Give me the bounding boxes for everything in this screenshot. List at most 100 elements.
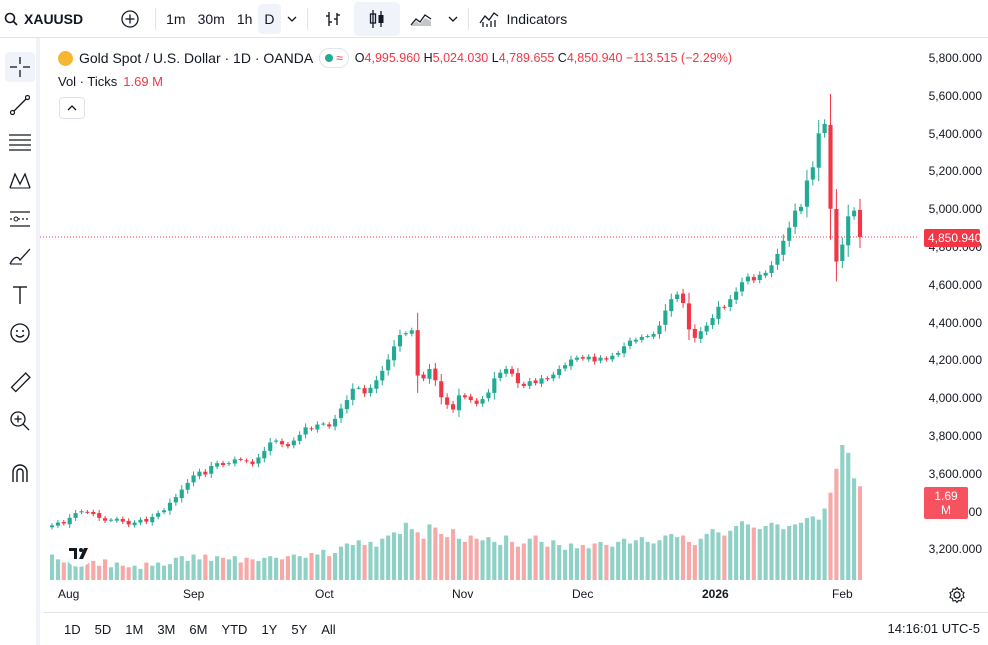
ruler-icon xyxy=(10,372,31,393)
magnet-tool[interactable] xyxy=(5,458,35,488)
text-tool[interactable] xyxy=(5,280,35,310)
measure-tool[interactable] xyxy=(5,368,35,398)
pattern-tool[interactable] xyxy=(5,166,35,196)
volume-bar xyxy=(639,537,644,580)
volume-bar xyxy=(268,556,273,580)
volume-bar xyxy=(698,538,703,580)
candle-body xyxy=(857,209,863,238)
candle-body xyxy=(250,461,255,465)
volume-legend[interactable]: Vol · Ticks 1.69 M xyxy=(58,74,163,89)
range-6m[interactable]: 6M xyxy=(189,621,208,637)
fib-tool[interactable] xyxy=(5,128,35,158)
volume-bar xyxy=(557,545,562,580)
candle-body xyxy=(527,381,532,386)
candle-body xyxy=(804,180,809,207)
bars-chart-button[interactable] xyxy=(312,4,354,34)
volume-bar xyxy=(633,540,638,580)
volume-bar xyxy=(592,543,597,580)
candle-body xyxy=(55,522,60,526)
candles-chart-button[interactable] xyxy=(353,1,400,36)
volume-bar xyxy=(450,529,456,580)
time-axis[interactable]: Aug Sep Oct Nov Dec 2026 Feb xyxy=(40,585,918,605)
brush-tool[interactable] xyxy=(5,242,35,272)
timeframe-dropdown[interactable] xyxy=(281,4,303,34)
volume-bar xyxy=(321,549,326,580)
range-3m[interactable]: 3M xyxy=(157,621,176,637)
timeframe-d[interactable]: D xyxy=(258,3,281,34)
volume-bar xyxy=(415,532,420,580)
indicators-button[interactable]: Indicators xyxy=(473,4,574,34)
candle-body xyxy=(167,502,173,511)
candle-body xyxy=(67,517,72,525)
zoom-tool[interactable] xyxy=(5,406,35,436)
price-axis[interactable]: 5,800.000 5,600.000 5,400.000 5,200.000 5,00… xyxy=(918,40,988,585)
candle-body xyxy=(374,380,379,389)
symbol-search[interactable]: XAUUSD xyxy=(0,4,89,34)
candle-body xyxy=(209,466,214,474)
range-all[interactable]: All xyxy=(321,621,336,637)
range-ytd[interactable]: YTD xyxy=(221,621,248,637)
volume-bar xyxy=(55,559,60,580)
candlesticks xyxy=(49,94,863,530)
volume-bar xyxy=(285,556,290,580)
compare-symbol-button[interactable] xyxy=(109,4,151,34)
candle-body xyxy=(692,329,697,338)
candle-body xyxy=(392,346,397,361)
time-label-sep: Sep xyxy=(183,587,205,601)
price-tick-label: 5,200.000 xyxy=(928,164,982,179)
volume-bar xyxy=(539,541,544,580)
volume-value: 1.69 M xyxy=(123,74,163,89)
emoji-tool[interactable] xyxy=(5,318,35,348)
candle-body xyxy=(669,299,674,312)
tradingview-logo[interactable] xyxy=(64,538,94,573)
volume-bar xyxy=(775,524,780,580)
clock[interactable]: 14:16:01 UTC-5 xyxy=(887,621,981,636)
volume-bar xyxy=(515,546,520,580)
range-5d[interactable]: 5D xyxy=(94,621,112,637)
timeframe-30m[interactable]: 30m xyxy=(197,10,225,27)
volume-bar xyxy=(150,565,155,580)
candle-body xyxy=(386,359,391,371)
candle-body xyxy=(698,331,703,339)
crosshair-tool[interactable] xyxy=(5,52,35,82)
brush-icon xyxy=(9,248,31,265)
area-chart-button[interactable] xyxy=(400,4,442,34)
collapse-legend-button[interactable] xyxy=(59,97,85,119)
candle-body xyxy=(91,512,96,515)
legend-title[interactable]: Gold Spot / U.S. Dollar · 1D · OANDA xyxy=(79,50,314,66)
candle-body xyxy=(769,265,774,274)
volume-bar xyxy=(362,545,367,580)
candle-body xyxy=(509,369,515,374)
volume-bar xyxy=(279,559,285,580)
chart-type-dropdown[interactable] xyxy=(442,4,464,34)
range-5y[interactable]: 5Y xyxy=(291,621,308,637)
timeframe-1m[interactable]: 1m xyxy=(166,10,186,27)
time-label-2026: 2026 xyxy=(702,587,729,601)
candle-body xyxy=(291,440,296,446)
trend-line-tool[interactable] xyxy=(5,90,35,120)
market-status-badge[interactable]: ≈ xyxy=(319,48,349,68)
volume-bar xyxy=(533,535,538,580)
volume-bar xyxy=(846,452,851,580)
volume-bar xyxy=(132,565,137,580)
volume-bar xyxy=(563,549,568,580)
candle-body xyxy=(415,330,420,376)
candle-body xyxy=(427,368,432,379)
range-1y[interactable]: 1Y xyxy=(261,621,278,637)
smiley-icon xyxy=(10,323,30,343)
range-1d[interactable]: 1D xyxy=(64,621,81,637)
volume-bar xyxy=(527,538,532,580)
candle-body xyxy=(828,124,833,209)
chart-settings-button[interactable] xyxy=(948,586,968,606)
candle-body xyxy=(663,310,668,325)
range-1m[interactable]: 1M xyxy=(125,621,144,637)
candle-body xyxy=(592,356,597,362)
volume-bar xyxy=(368,541,373,580)
volume-bar xyxy=(338,546,344,580)
timeframe-1h[interactable]: 1h xyxy=(236,10,253,27)
volume-bar xyxy=(657,540,662,580)
forecasting-tool[interactable] xyxy=(5,204,35,234)
volume-bar xyxy=(645,541,650,580)
volume-bar xyxy=(728,530,733,580)
